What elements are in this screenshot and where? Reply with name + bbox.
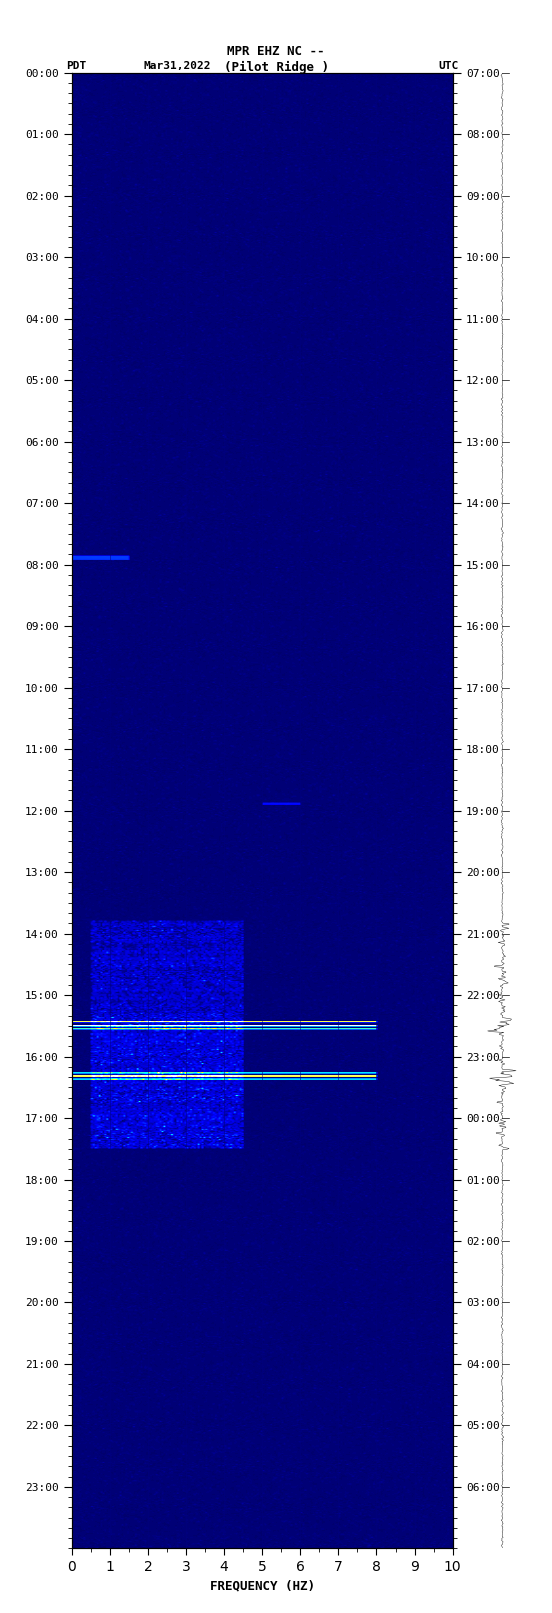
Text: USGS: USGS bbox=[15, 23, 45, 37]
Text: PDT: PDT bbox=[66, 61, 87, 71]
Text: Mar31,2022: Mar31,2022 bbox=[144, 61, 211, 71]
Text: UTC: UTC bbox=[438, 61, 458, 71]
Text: MPR EHZ NC --: MPR EHZ NC -- bbox=[227, 45, 325, 58]
Text: (Pilot Ridge ): (Pilot Ridge ) bbox=[224, 61, 328, 74]
X-axis label: FREQUENCY (HZ): FREQUENCY (HZ) bbox=[210, 1579, 315, 1594]
